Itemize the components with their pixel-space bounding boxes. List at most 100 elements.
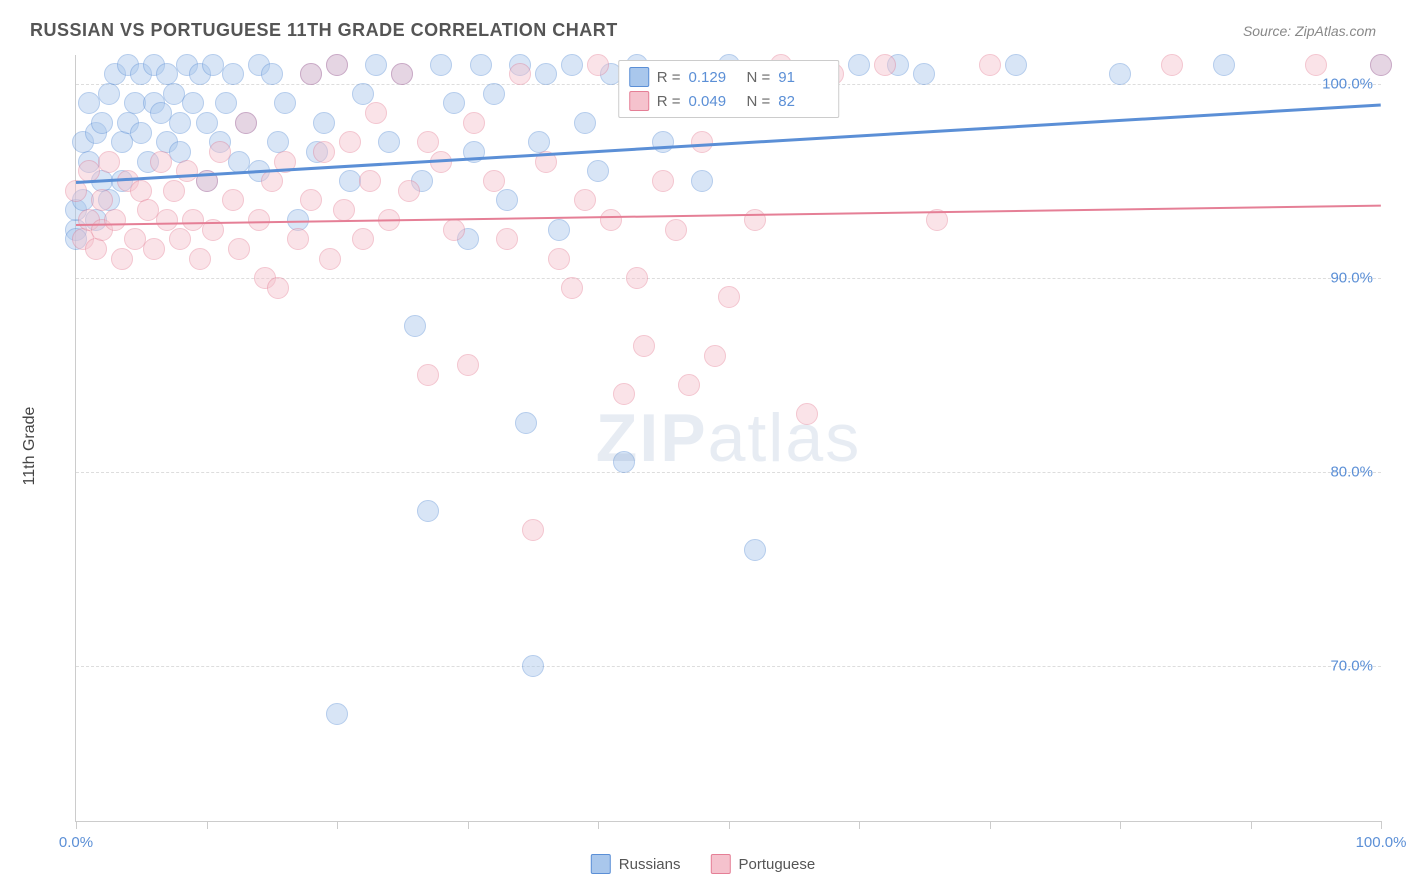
x-tick [337,821,338,829]
scatter-point [248,209,270,231]
scatter-point [574,112,596,134]
scatter-point [352,228,374,250]
scatter-point [848,54,870,76]
scatter-point [267,277,289,299]
r-value: 0.049 [689,93,739,110]
scatter-point [1213,54,1235,76]
scatter-point [718,286,740,308]
scatter-point [704,345,726,367]
scatter-point [417,500,439,522]
legend-label: Russians [619,856,681,873]
scatter-point [463,112,485,134]
scatter-point [313,141,335,163]
scatter-point [496,189,518,211]
scatter-point [326,703,348,725]
scatter-point [548,219,570,241]
chart-title: RUSSIAN VS PORTUGUESE 11TH GRADE CORRELA… [30,20,618,41]
scatter-point [378,131,400,153]
scatter-point [496,228,518,250]
scatter-point [522,519,544,541]
scatter-point [300,189,322,211]
scatter-point [104,209,126,231]
r-value: 0.129 [689,69,739,86]
scatter-point [417,131,439,153]
source-attribution: Source: ZipAtlas.com [1243,23,1376,39]
legend-stat-row: R =0.129N =91 [629,65,829,89]
scatter-point [417,364,439,386]
scatter-point [91,112,113,134]
scatter-point [874,54,896,76]
x-tick [207,821,208,829]
scatter-point [333,199,355,221]
scatter-point [561,277,583,299]
x-tick-label: 0.0% [59,834,93,851]
y-axis-label: 11th Grade [21,407,39,486]
correlation-legend: R =0.129N =91R =0.049N =82 [618,60,840,118]
x-tick [76,821,77,829]
x-tick [1120,821,1121,829]
scatter-point [443,219,465,241]
x-tick [859,821,860,829]
x-tick [468,821,469,829]
scatter-point [222,63,244,85]
scatter-point [744,209,766,231]
scatter-point [652,131,674,153]
scatter-point [457,354,479,376]
scatter-point [222,189,244,211]
scatter-point [522,655,544,677]
scatter-point [652,170,674,192]
n-value: 91 [778,69,828,86]
scatter-point [130,122,152,144]
scatter-point [228,238,250,260]
scatter-point [443,92,465,114]
legend-stat-row: R =0.049N =82 [629,89,829,113]
series-legend: Russians Portuguese [591,854,815,874]
scatter-point [744,539,766,561]
scatter-point [274,92,296,114]
chart-plot-area: 70.0%80.0%90.0%100.0%0.0%100.0% ZIPatlas… [75,55,1381,822]
scatter-point [587,54,609,76]
x-tick [990,821,991,829]
scatter-point [209,141,231,163]
y-tick-label: 100.0% [1322,76,1373,93]
scatter-point [1161,54,1183,76]
scatter-point [189,248,211,270]
scatter-point [143,238,165,260]
scatter-point [261,63,283,85]
scatter-point [430,54,452,76]
scatter-point [1305,54,1327,76]
scatter-point [398,180,420,202]
scatter-point [613,451,635,473]
n-value: 82 [778,93,828,110]
scatter-point [98,151,120,173]
scatter-point [391,63,413,85]
scatter-point [339,131,361,153]
n-label: N = [747,93,771,110]
scatter-point [365,102,387,124]
scatter-point [359,170,381,192]
legend-item: Russians [591,854,681,874]
scatter-point [913,63,935,85]
scatter-point [182,92,204,114]
n-label: N = [747,69,771,86]
legend-swatch [629,91,649,111]
scatter-point [78,92,100,114]
scatter-point [548,248,570,270]
x-tick [598,821,599,829]
plot-surface: 70.0%80.0%90.0%100.0%0.0%100.0% [76,55,1381,821]
scatter-point [515,412,537,434]
scatter-point [111,131,133,153]
scatter-point [352,83,374,105]
legend-swatch [591,854,611,874]
scatter-point [163,180,185,202]
legend-item: Portuguese [710,854,815,874]
scatter-point [1005,54,1027,76]
legend-swatch [710,854,730,874]
scatter-point [287,228,309,250]
scatter-point [574,189,596,211]
x-tick [1381,821,1382,829]
scatter-point [261,170,283,192]
x-tick [1251,821,1252,829]
gridline [76,472,1381,473]
scatter-point [235,112,257,134]
